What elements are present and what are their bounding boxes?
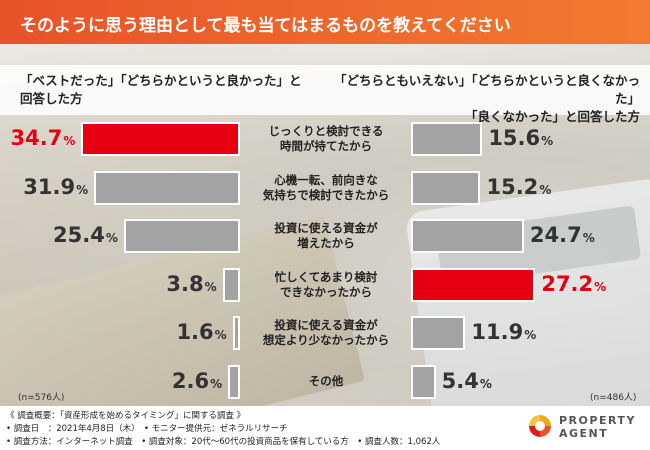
category-label: その他 <box>308 374 344 388</box>
left-value-label: 34.7% <box>10 126 76 150</box>
survey-title: 《 調査概要：「資産形成を始めるタイミング」に関する調査 》 <box>6 411 246 421</box>
left-value-label: 1.6% <box>176 320 227 344</box>
left-value-label: 3.8% <box>166 271 217 296</box>
category-label: 投資に使える資金が 増えたから <box>274 221 378 250</box>
right-bar <box>411 267 536 302</box>
left-bar <box>222 267 240 302</box>
left-bar <box>232 316 240 350</box>
left-group-heading: 「ベストだった」「どちらかというと良かった」と 回答した方 <box>20 73 302 106</box>
logo-text-agent: AGENT <box>559 427 609 440</box>
category-label: 忙しくてあまり検討 できなかったから <box>274 269 378 299</box>
category-label: じっくりと検討できる 時間が持てたから <box>268 124 384 153</box>
right-group-heading: 「どちらともいえない」「どちらかというと良くなかった」 「良くなかった」と回答し… <box>333 73 640 124</box>
right-sample-size: (n=486人) <box>590 393 637 403</box>
right-value-label: 27.2% <box>541 271 607 296</box>
right-bar <box>411 219 524 253</box>
header-banner: そのように思う理由として最も当てはまるものを教えてください <box>0 0 650 44</box>
right-value-label: 5.4% <box>441 368 492 393</box>
property-agent-logo-icon <box>529 415 551 437</box>
left-value-label: 25.4% <box>53 223 118 247</box>
right-bar <box>411 316 466 350</box>
left-bar <box>81 122 240 156</box>
left-sample-size: (n=576人) <box>18 393 65 403</box>
left-bar <box>123 219 240 253</box>
chart-title: そのように思う理由として最も当てはまるものを教えてください <box>20 16 511 36</box>
left-value-label: 31.9% <box>23 174 89 199</box>
right-bar <box>411 170 481 205</box>
left-value-label: 2.6% <box>171 368 223 393</box>
heading-band <box>0 65 650 115</box>
right-bar <box>411 122 483 156</box>
right-value-label: 24.7% <box>529 223 595 247</box>
right-value-label: 15.6% <box>488 126 554 150</box>
logo-text-property: PROPERTY <box>559 414 636 427</box>
survey-method-target: • 調査方法：インターネット調査 • 調査対象：20代〜60代の投資商品を保有し… <box>6 437 441 447</box>
right-value-label: 11.9% <box>471 320 537 344</box>
right-bar <box>411 364 436 399</box>
category-label: 投資に使える資金が 想定より少なかったから <box>262 318 390 347</box>
right-value-label: 15.2% <box>486 174 552 199</box>
left-bar <box>94 170 240 205</box>
survey-date-provider: • 調査日 ：2021年4月8日（木） • モニター提供元：ゼネラルリサーチ <box>6 424 288 434</box>
footer: 《 調査概要：「資産形成を始めるタイミング」に関する調査 》 • 調査日 ：20… <box>0 406 650 450</box>
left-bar <box>228 364 240 399</box>
category-label: 心機一転、前向きな 気持ちで検討できたから <box>262 172 390 202</box>
